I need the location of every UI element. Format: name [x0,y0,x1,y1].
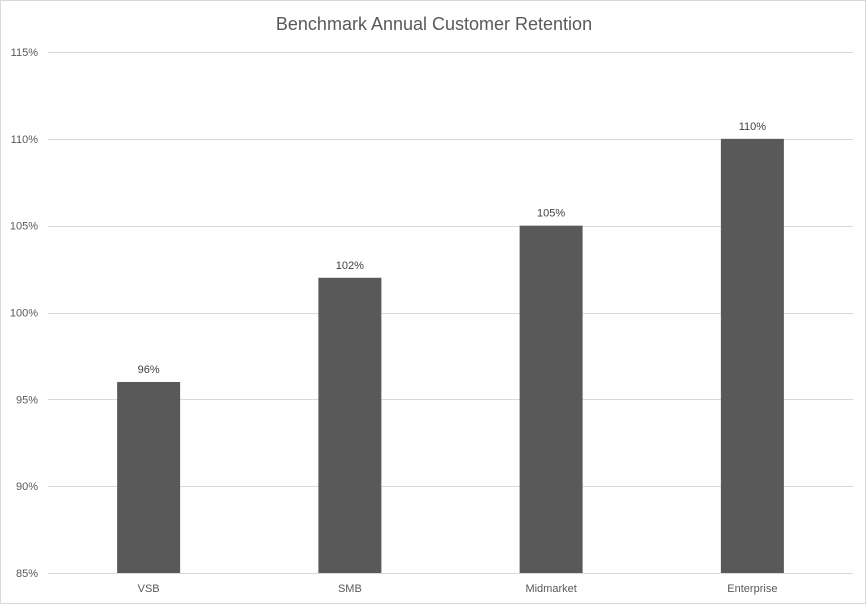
data-label: 102% [336,260,364,272]
category-label: Midmarket [525,583,576,595]
category-label: Enterprise [727,583,777,595]
y-tick-label: 90% [16,481,38,493]
y-tick-label: 105% [10,221,38,233]
y-tick-label: 100% [10,308,38,320]
bars [117,138,784,574]
data-labels: 96% 102% 105% 110% [138,121,767,376]
data-label: 105% [537,208,565,220]
data-label: 96% [138,364,160,376]
y-tick-label: 110% [11,134,39,146]
y-axis-tick-labels: 85% 90% 95% 100% 105% 110% 115% [10,47,38,580]
bar-smb [318,277,382,573]
bar-enterprise [720,138,784,574]
chart-title: Benchmark Annual Customer Retention [276,14,592,34]
gridlines [48,52,853,574]
category-label: VSB [138,583,160,595]
bar-midmarket [519,225,583,573]
bar-vsb [117,381,181,573]
category-label: SMB [338,583,362,595]
y-tick-label: 95% [16,394,38,406]
data-label: 110% [739,121,767,133]
x-axis-category-labels: VSB SMB Midmarket Enterprise [138,583,778,595]
y-tick-label: 85% [16,568,38,580]
y-tick-label: 115% [11,47,39,59]
